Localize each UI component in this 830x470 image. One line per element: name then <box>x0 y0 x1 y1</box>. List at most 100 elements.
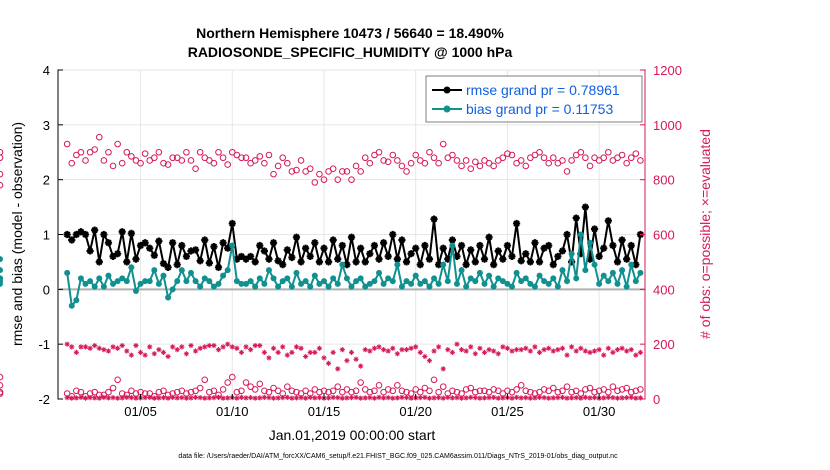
obs-possible-marker <box>118 159 126 167</box>
obs-evaluated-low-marker <box>390 395 396 401</box>
rmse-point <box>604 217 612 225</box>
rmse-point <box>613 258 622 266</box>
obs-possible-marker <box>0 148 4 156</box>
obs-evaluated-marker <box>371 345 378 351</box>
obs-evaluated-low-marker <box>220 395 226 401</box>
rmse-point <box>462 261 470 269</box>
obs-evaluated-low-marker <box>133 395 139 401</box>
bias-point <box>522 275 529 282</box>
x-axis-label: Jan.01,2019 00:00:00 start <box>269 427 436 443</box>
obs-evaluated-marker <box>252 342 258 349</box>
rmse-point <box>402 258 411 266</box>
bias-point <box>444 278 451 285</box>
rmse-point <box>384 252 392 261</box>
bias-point <box>183 278 190 285</box>
obs-evaluated-low-marker <box>394 395 400 401</box>
obs-possible-marker <box>348 176 355 183</box>
obs-evaluated-low-marker <box>266 395 272 401</box>
obs-evaluated-marker <box>344 358 350 364</box>
obs-evaluated-low-marker <box>591 395 598 401</box>
obs-evaluated-marker <box>160 349 167 355</box>
bias-point <box>554 283 561 290</box>
bias-point <box>426 283 433 290</box>
obs-possible-low-marker <box>449 387 456 395</box>
bias-point <box>224 267 231 274</box>
rmse-point <box>191 246 200 254</box>
obs-possible-marker <box>582 154 589 162</box>
bias-point <box>119 275 126 282</box>
rmse-point <box>68 236 76 244</box>
obs-evaluated-marker <box>605 345 611 351</box>
bias-point <box>0 256 3 263</box>
obs-evaluated-low-marker <box>339 395 345 401</box>
obs-possible-marker <box>394 157 401 164</box>
bias-point <box>123 278 130 285</box>
bias-point <box>486 272 493 279</box>
obs-evaluated-marker <box>293 344 300 350</box>
obs-evaluated-marker <box>348 349 355 355</box>
rmse-point <box>136 241 145 250</box>
rmse-point <box>540 244 548 252</box>
obs-possible-marker <box>224 161 231 168</box>
rmse-point <box>214 263 223 271</box>
right-tick-label: 200 <box>653 337 675 352</box>
rmse-point <box>586 255 594 263</box>
obs-evaluated-marker <box>170 344 176 350</box>
rmse-point <box>416 261 424 269</box>
bias-point <box>261 280 268 287</box>
obs-possible-low-marker <box>228 373 236 381</box>
obs-evaluated-low-marker <box>78 394 84 400</box>
rmse-point <box>357 244 365 252</box>
obs-possible-marker <box>0 170 4 178</box>
obs-possible-low-marker <box>394 381 401 389</box>
obs-possible-marker <box>467 165 475 172</box>
bias-point <box>499 278 506 285</box>
obs-evaluated-low-marker <box>619 395 625 401</box>
obs-possible-marker <box>178 157 186 164</box>
bias-point <box>481 280 488 287</box>
obs-evaluated-low-marker <box>147 394 153 400</box>
bias-point <box>68 302 75 309</box>
obs-evaluated-low-marker <box>559 394 566 400</box>
rmse-point <box>343 261 351 269</box>
obs-possible-low-marker <box>261 387 268 395</box>
obs-possible-marker <box>605 148 612 156</box>
legend-box <box>425 75 643 123</box>
obs-possible-low-marker <box>490 386 497 393</box>
bias-point <box>623 283 630 290</box>
obs-evaluated-low-marker <box>605 394 611 400</box>
obs-possible-marker <box>522 162 530 170</box>
bias-point <box>564 278 571 285</box>
rmse-point <box>577 250 585 258</box>
bias-point <box>490 283 497 290</box>
rmse-point <box>485 233 493 241</box>
obs-evaluated-marker <box>101 347 107 353</box>
left-tick-label: 3 <box>43 118 50 133</box>
bias-point <box>371 278 378 285</box>
bias-point <box>412 272 419 279</box>
obs-evaluated-marker <box>582 348 588 354</box>
bias-point <box>307 283 314 290</box>
x-tick-label: 01/20 <box>399 404 432 419</box>
obs-possible-low-marker <box>366 388 374 396</box>
rmse-point <box>104 239 113 247</box>
obs-evaluated-marker <box>133 342 139 349</box>
obs-evaluated-marker <box>550 348 556 354</box>
bias-point <box>504 280 511 287</box>
obs-possible-marker <box>384 158 392 166</box>
obs-evaluated-marker <box>188 342 194 349</box>
legend: rmse grand pr = 0.78961 bias grand pr = … <box>425 75 643 123</box>
obs-evaluated-marker <box>454 341 460 347</box>
obs-evaluated-low-marker <box>637 395 644 401</box>
rmse-point <box>169 239 177 247</box>
right-tick-label: 1000 <box>653 118 682 133</box>
bias-point <box>220 272 227 279</box>
bias-point <box>229 242 236 249</box>
bias-point <box>513 269 520 276</box>
obs-evaluated-marker <box>394 351 400 357</box>
bias-point <box>536 272 543 279</box>
obs-possible-marker <box>357 168 364 175</box>
obs-evaluated-marker <box>92 342 98 349</box>
obs-evaluated-low-marker <box>431 395 437 401</box>
obs-possible-low-marker <box>481 387 488 395</box>
